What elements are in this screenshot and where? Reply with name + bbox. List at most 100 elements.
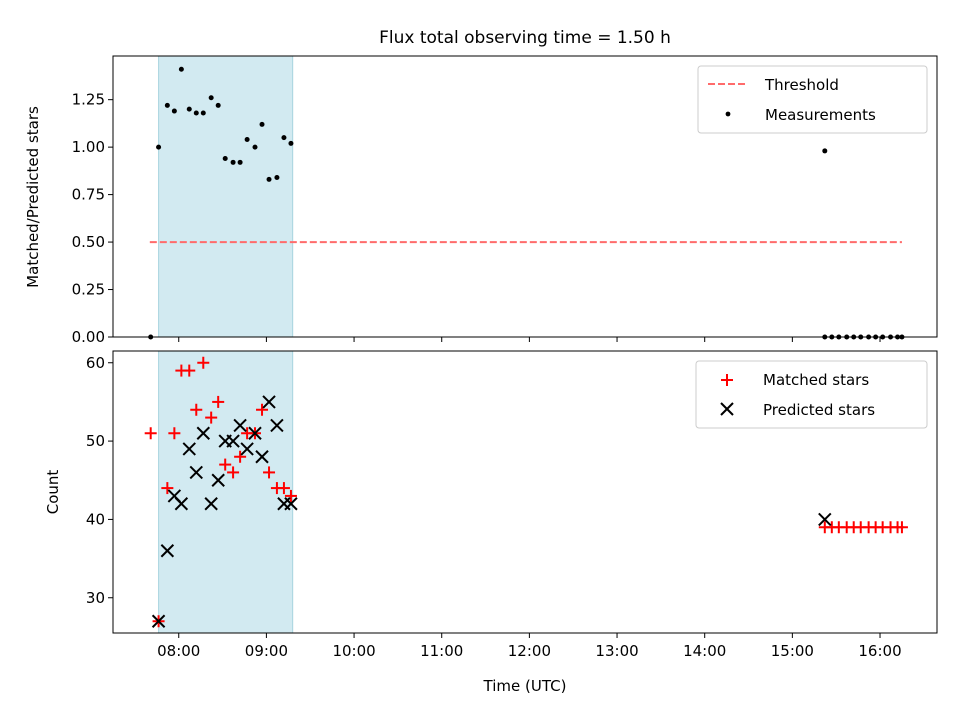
- matched-star-point: [161, 482, 174, 495]
- predicted-star-d2: [255, 450, 269, 464]
- x-tick-label: 11:00: [420, 642, 463, 660]
- predicted-star-d2: [174, 497, 189, 511]
- predicted-star-d2: [233, 418, 247, 433]
- top-y-axis-label: Matched/Predicted stars: [24, 106, 42, 288]
- y-tick-label: 60: [86, 354, 105, 372]
- predicted-star-d2: [240, 442, 254, 456]
- x-tick-label: 13:00: [595, 642, 638, 660]
- predicted-star-d2: [211, 473, 225, 487]
- threshold-legend-label: Threshold: [764, 76, 839, 94]
- y-tick-label: 30: [86, 589, 105, 607]
- matched-star-point: [212, 395, 225, 408]
- x-tick-label: 16:00: [858, 642, 901, 660]
- highlight-span-rect: [158, 55, 294, 338]
- matched-star-point: [205, 411, 218, 424]
- predicted-star-point: [262, 395, 276, 409]
- predicted-star-point: [233, 418, 247, 433]
- y-tick-label: 0.25: [72, 281, 105, 299]
- x-tick-label: 08:00: [157, 642, 200, 660]
- predicted-star-d2: [189, 465, 203, 480]
- y-tick-label: 0.50: [72, 233, 105, 251]
- x-tick-label: 10:00: [332, 642, 375, 660]
- x-tick-label: 14:00: [683, 642, 726, 660]
- measurement-point: [244, 137, 250, 143]
- x-tick-label: 12:00: [508, 642, 551, 660]
- matched-star-point: [183, 364, 196, 377]
- top-x-ticks: [178, 337, 881, 342]
- predicted-star-d2: [196, 426, 210, 440]
- bottom-plot-frame: [112, 350, 938, 634]
- top-y-ticks: 0.00 0.25 0.50 0.75 1.00 1.25: [72, 91, 113, 346]
- predicted-star-point: [255, 450, 269, 464]
- predicted-star-point: [818, 512, 832, 527]
- matched-legend-label: Matched stars: [763, 371, 869, 389]
- matched-star-point: [284, 489, 297, 502]
- matched-star-point: [227, 466, 240, 479]
- measurement-point: [164, 102, 170, 108]
- measurement-point: [252, 144, 258, 150]
- predicted-star-d2: [818, 512, 832, 527]
- matched-star-point: [190, 403, 203, 416]
- y-tick-label: 40: [86, 510, 105, 528]
- measurement-point: [266, 176, 272, 182]
- predicted-star-point: [182, 442, 196, 456]
- measurement-point: [274, 175, 280, 181]
- predicted-star-d2: [204, 497, 218, 511]
- predicted-legend-swatch: [720, 402, 734, 416]
- matched-star-point: [197, 356, 210, 369]
- measurement-point: [281, 135, 287, 141]
- predicted-star-point: [196, 426, 210, 440]
- matched-star-point: [144, 427, 157, 440]
- y-tick-label: 0.75: [72, 186, 105, 204]
- x-tick-label: 15:00: [771, 642, 814, 660]
- predicted-star-point: [151, 614, 166, 628]
- predicted-legend-label: Predicted stars: [763, 401, 875, 419]
- matched-star-point: [219, 458, 232, 471]
- bottom-x-ticks: 08:00 09:00 10:00 11:00 12:00 13:00 14:00 15:00…: [157, 633, 902, 660]
- chart-title: Flux total observing time = 1.50 h: [379, 28, 671, 48]
- predicted-star-d2: [262, 395, 276, 409]
- predicted-star-point: [248, 426, 262, 440]
- matched-legend-swatch: [721, 374, 733, 386]
- matched-star-point: [263, 466, 276, 479]
- matched-star-point: [895, 521, 908, 534]
- predicted-star-d2: [226, 434, 240, 448]
- predicted-stars-points: [151, 395, 832, 628]
- measurement-point: [171, 108, 177, 114]
- x-axis-label: Time (UTC): [483, 677, 567, 695]
- predicted-star-point: [204, 497, 218, 511]
- predicted-star-point: [226, 434, 240, 448]
- bottom-legend-box: [695, 360, 928, 429]
- predicted-star-point: [189, 465, 203, 480]
- y-tick-label: 0.00: [72, 328, 105, 346]
- matched-star-point: [168, 427, 181, 440]
- top-legend-box: [697, 65, 928, 134]
- bottom-y-axis-label: Count: [44, 470, 62, 515]
- top-plot-frame: [112, 55, 938, 338]
- matched-star-point: [234, 450, 247, 463]
- bottom-highlight-span: [158, 350, 294, 634]
- predicted-star-d2: [182, 442, 196, 456]
- measurement-point: [259, 121, 265, 127]
- predicted-star-d2: [284, 497, 298, 511]
- measurement-point: [215, 102, 221, 108]
- predicted-star-d2: [270, 418, 284, 433]
- measurement-point: [208, 95, 214, 101]
- predicted-star-point: [174, 497, 189, 511]
- highlight-span-rect: [158, 350, 294, 634]
- matched-star-point: [256, 403, 269, 416]
- measurement-point: [186, 106, 192, 112]
- measurement-point: [200, 110, 206, 116]
- x-tick-label: 09:00: [245, 642, 288, 660]
- predicted-star-point: [270, 418, 284, 433]
- predicted-star-d2: [167, 489, 182, 503]
- bottom-y-ticks: 30 40 50 60: [86, 354, 113, 607]
- matched-star-point: [277, 482, 290, 495]
- measurement-point: [178, 66, 184, 72]
- top-highlight-span: [158, 55, 294, 338]
- predicted-star-d2: [151, 614, 166, 628]
- predicted-star-point: [211, 473, 225, 487]
- top-subplot: Flux total observing time = 1.50 h 0.00 0…: [24, 28, 938, 346]
- predicted-star-point: [240, 442, 254, 456]
